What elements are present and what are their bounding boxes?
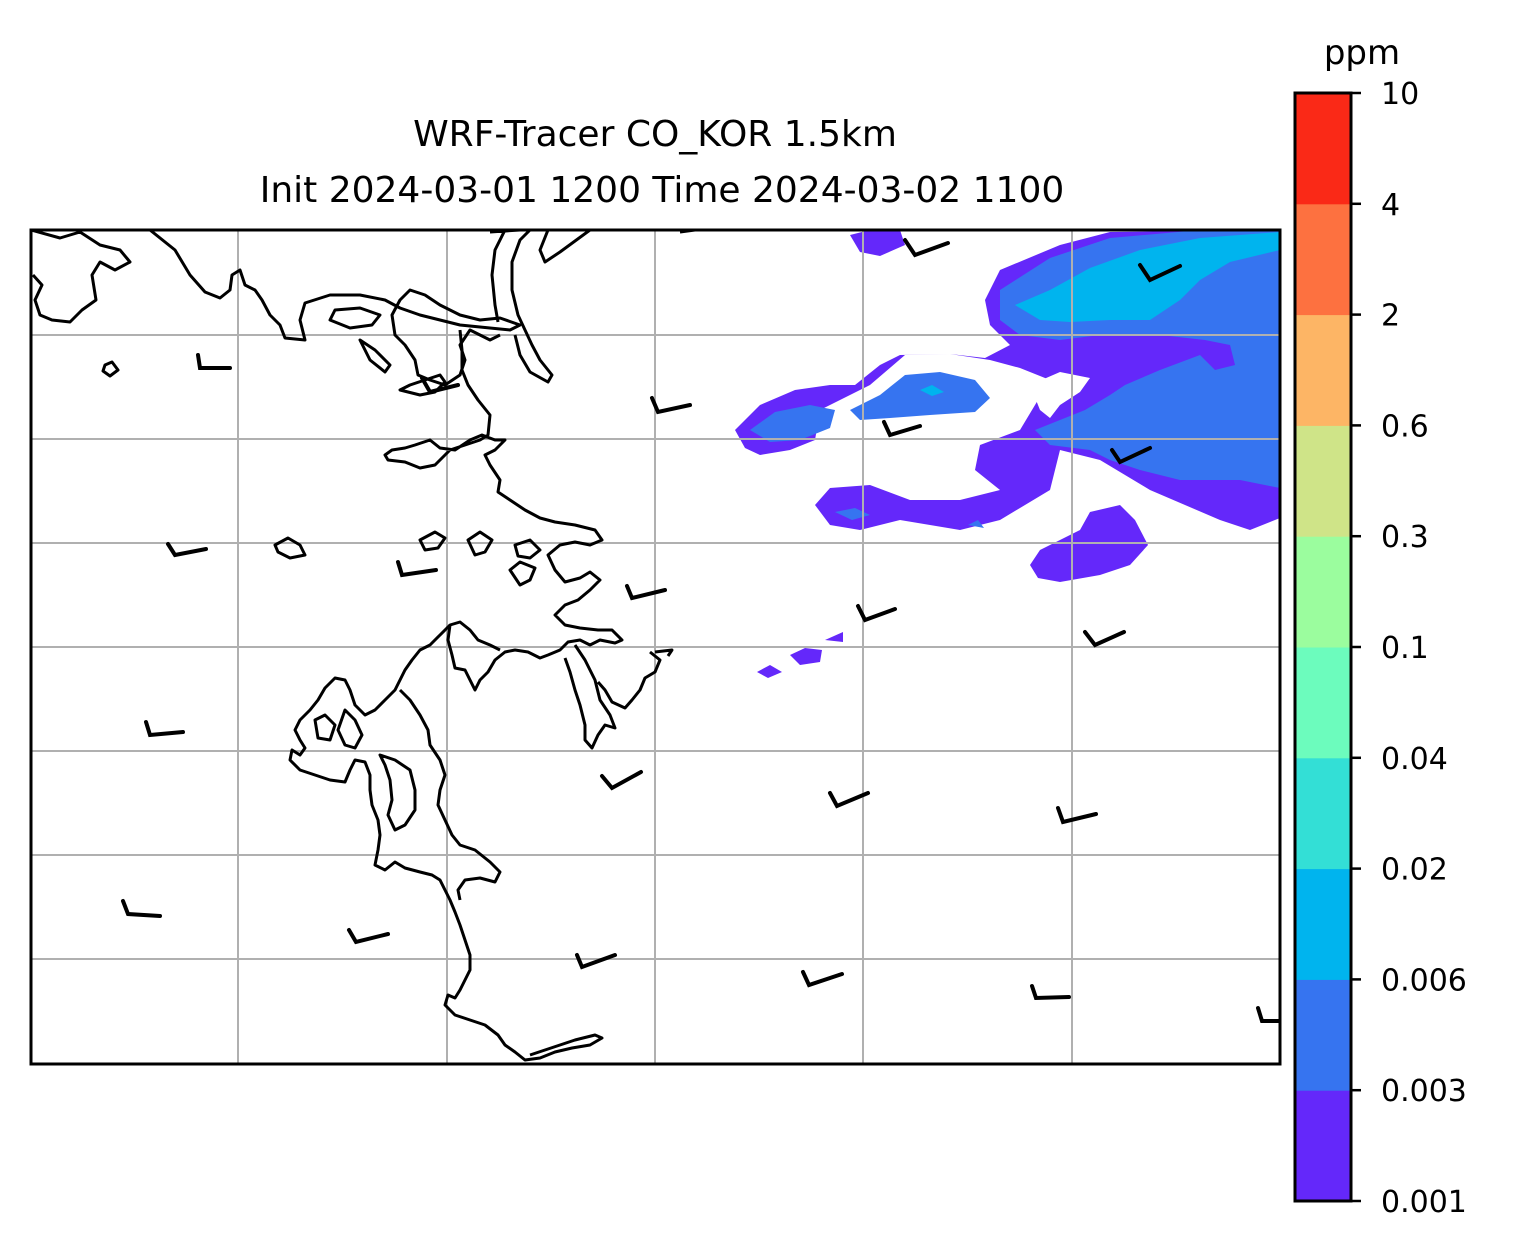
colorbar-unit-label: ppm <box>1324 33 1400 73</box>
contour-band-0.003-b <box>750 405 835 442</box>
colorbar-band <box>1295 1090 1351 1202</box>
concentration-contours <box>735 230 1280 678</box>
colorbar-tick-label: 0.003 <box>1381 1074 1467 1109</box>
contour-band-0.001-e <box>757 665 782 678</box>
coastline-central <box>383 329 624 692</box>
colorbar-band <box>1295 647 1351 759</box>
map-panel <box>31 230 1280 1064</box>
colorbar-tick-label: 4 <box>1381 188 1400 223</box>
wind-barb <box>1138 263 1182 283</box>
wind-barb <box>196 353 232 370</box>
wind-barb <box>1083 630 1126 648</box>
colorbar: 0.001 0.003 0.006 0.02 0.04 0.1 0.3 0.6 2 4 10 ppm <box>1293 33 1467 1220</box>
coastline-southwest <box>288 623 674 1062</box>
colorbar-tick-label: 0.04 <box>1381 742 1448 777</box>
wind-barb <box>1056 806 1098 825</box>
colorbar-tick-label: 0.6 <box>1381 409 1429 444</box>
wind-barb <box>396 560 438 578</box>
contour-band-0.003-e <box>968 520 984 528</box>
colorbar-tick-label: 0.3 <box>1381 520 1429 555</box>
colorbar-ticks: 0.001 0.003 0.006 0.02 0.04 0.1 0.3 0.6 2 4 10 <box>1351 77 1467 1220</box>
colorbar-tick-label: 0.02 <box>1381 853 1448 888</box>
wind-barb <box>903 238 950 258</box>
colorbar-tick-label: 0.1 <box>1381 631 1429 666</box>
wind-barb <box>801 970 844 988</box>
colorbar-band <box>1295 757 1351 870</box>
contour-band-0.001-f <box>825 632 843 642</box>
wind-barb <box>144 720 185 738</box>
colorbar-tick-label: 10 <box>1381 77 1419 112</box>
wind-barb <box>575 953 617 970</box>
coastline-north <box>31 230 522 387</box>
colorbar-band <box>1295 536 1351 648</box>
contour-gap <box>1030 372 1090 418</box>
contour-band-0.001-d <box>790 648 822 665</box>
wind-barb <box>1030 984 1071 1001</box>
gridlines <box>31 230 1280 1064</box>
colorbar-tick-label: 2 <box>1381 299 1400 334</box>
wind-barb <box>856 604 897 623</box>
wind-barb <box>650 396 692 415</box>
colorbar-band <box>1295 314 1351 426</box>
contour-band-0.003-c <box>850 372 990 420</box>
colorbar-band <box>1295 868 1351 980</box>
wind-barb <box>625 584 667 601</box>
coastlines <box>31 230 696 1062</box>
coastline-west-islands <box>101 306 447 560</box>
title-line-1: WRF-Tracer CO_KOR 1.5km <box>413 114 897 155</box>
wind-barb <box>347 928 390 945</box>
map-frame <box>29 228 1282 1066</box>
colorbar-bands <box>1295 93 1351 1202</box>
wind-barb <box>420 376 460 395</box>
colorbar-tick-label: 0.001 <box>1381 1185 1467 1220</box>
wind-barb <box>600 770 643 791</box>
colorbar-band <box>1295 425 1351 537</box>
wind-barb <box>1256 1006 1280 1023</box>
title-line-2: Init 2024-03-01 1200 Time 2024-03-02 110… <box>260 170 1065 211</box>
contour-band-0.006-b <box>920 385 944 396</box>
wind-barb <box>166 542 208 558</box>
wind-barb <box>121 899 162 918</box>
contour-band-0.003-d <box>835 508 870 520</box>
colorbar-band <box>1295 979 1351 1091</box>
wind-barb <box>828 791 870 809</box>
wind-barbs <box>121 238 1280 1023</box>
colorbar-band <box>1295 203 1351 316</box>
wind-barb <box>882 420 922 438</box>
wind-barb <box>1110 446 1152 465</box>
colorbar-band <box>1295 93 1351 205</box>
colorbar-tick-label: 0.006 <box>1381 963 1467 998</box>
